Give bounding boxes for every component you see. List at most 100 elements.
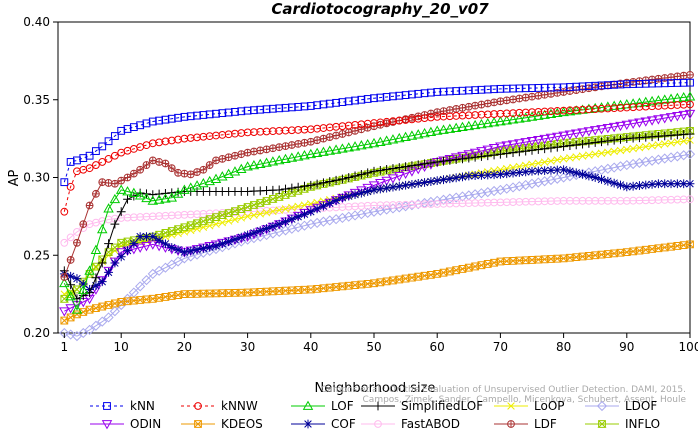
data-point	[280, 225, 291, 236]
data-point	[684, 109, 696, 120]
data-point	[603, 176, 613, 186]
data-point	[629, 247, 638, 256]
legend-marker	[597, 420, 607, 428]
data-point	[375, 165, 385, 175]
data-point	[274, 193, 284, 201]
data-point	[122, 237, 133, 246]
data-point	[647, 179, 657, 189]
data-point	[230, 234, 240, 244]
data-point	[186, 170, 195, 179]
data-point	[407, 179, 417, 189]
data-point	[678, 91, 689, 102]
data-point	[521, 161, 530, 170]
y-tick-label: 0.40	[23, 15, 50, 29]
data-point	[590, 173, 600, 182]
data-point	[589, 102, 601, 113]
data-point	[66, 313, 75, 322]
data-point	[254, 158, 266, 169]
data-point	[237, 150, 246, 158]
data-point	[584, 138, 594, 148]
data-point	[274, 219, 284, 229]
data-point	[286, 223, 297, 234]
data-point	[488, 144, 500, 154]
data-point	[501, 183, 512, 194]
data-point	[212, 156, 220, 165]
data-point	[507, 114, 519, 124]
data-point	[98, 158, 107, 166]
data-point	[507, 182, 519, 193]
data-point	[564, 130, 576, 140]
data-point	[319, 284, 328, 293]
data-point	[84, 265, 95, 275]
data-point	[515, 94, 524, 103]
data-point	[161, 159, 170, 168]
data-point	[109, 306, 120, 317]
data-point	[104, 301, 113, 309]
data-point	[356, 209, 367, 220]
data-point	[546, 143, 556, 153]
data-point	[566, 154, 574, 162]
data-point	[104, 137, 113, 146]
data-point	[414, 272, 423, 281]
data-point	[495, 184, 506, 196]
legend-item-ldof: LDOF	[585, 399, 657, 413]
data-point	[255, 199, 265, 207]
data-point	[218, 218, 227, 227]
data-point	[381, 176, 392, 187]
data-point	[445, 174, 455, 184]
data-point	[192, 219, 202, 228]
data-point	[370, 279, 378, 288]
data-point	[502, 96, 511, 105]
legend-item-kdeos: KDEOS	[181, 417, 263, 431]
data-point	[280, 191, 291, 199]
data-point	[566, 253, 574, 262]
data-point	[685, 179, 695, 189]
data-point	[92, 161, 100, 169]
data-point	[368, 137, 380, 148]
data-point	[420, 159, 429, 169]
data-point	[268, 144, 277, 153]
data-point	[540, 90, 549, 99]
data-point	[135, 232, 145, 241]
data-point	[648, 245, 656, 253]
data-point	[533, 110, 544, 120]
data-point	[597, 149, 606, 157]
data-point	[307, 200, 315, 208]
data-point	[610, 147, 618, 156]
data-point	[142, 161, 151, 169]
data-point	[280, 153, 291, 164]
data-point	[357, 280, 366, 289]
data-point	[141, 242, 152, 252]
data-point	[294, 202, 302, 211]
data-point	[198, 177, 209, 188]
data-point	[173, 245, 183, 255]
data-point	[205, 215, 215, 224]
data-point	[388, 164, 398, 173]
y-axis: 0.20 0.25 0.30 0.35 0.40	[23, 15, 58, 340]
data-point	[507, 140, 519, 150]
data-point	[268, 195, 278, 203]
data-point	[110, 258, 120, 268]
data-point	[627, 98, 639, 108]
data-point	[520, 112, 531, 122]
data-point	[521, 146, 531, 156]
data-point	[142, 295, 151, 304]
data-point	[685, 129, 695, 139]
attribution-line-2: Campos, Zimek, Sander, Campello, Micenko…	[363, 395, 687, 405]
data-point	[526, 178, 538, 189]
data-point	[300, 209, 309, 219]
data-point	[142, 119, 151, 128]
data-point	[331, 196, 341, 205]
data-point	[324, 215, 335, 226]
data-point	[65, 329, 76, 340]
data-point	[306, 207, 316, 217]
data-point	[193, 168, 201, 176]
data-point	[306, 137, 315, 146]
data-point	[91, 273, 101, 283]
data-point	[167, 243, 177, 252]
data-point	[273, 154, 285, 165]
data-point	[540, 144, 550, 154]
data-point	[338, 130, 347, 138]
data-point	[433, 270, 442, 278]
data-point	[653, 115, 664, 125]
